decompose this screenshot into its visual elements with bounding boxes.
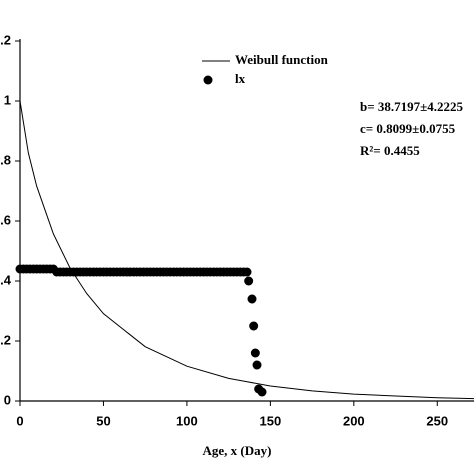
legend-label: lx xyxy=(235,71,246,86)
lx-point xyxy=(244,276,254,286)
y-tick-label: 0 xyxy=(4,392,11,407)
legend-label: Weibull function xyxy=(235,52,329,67)
x-tick-label: 50 xyxy=(96,413,110,428)
y-tick-label: 1.2 xyxy=(0,32,11,47)
y-tick-label: 1 xyxy=(4,92,11,107)
y-tick-label: 0.8 xyxy=(0,152,11,167)
y-tick-label: 0.4 xyxy=(0,272,12,287)
x-axis-label: Age, x (Day) xyxy=(203,443,272,458)
x-tick-label: 150 xyxy=(260,413,282,428)
lx-point xyxy=(242,267,252,277)
annotation: c= 0.8099±0.0755 xyxy=(360,121,456,136)
x-tick-label: 100 xyxy=(176,413,198,428)
annotation: R²= 0.4455 xyxy=(360,143,420,158)
lx-point xyxy=(249,321,259,331)
annotation: b= 38.7197±4.2225 xyxy=(360,99,464,114)
x-tick-label: 0 xyxy=(16,413,23,428)
x-tick-label: 250 xyxy=(426,413,448,428)
lx-point xyxy=(257,387,267,397)
weibull-curve xyxy=(19,100,474,400)
y-tick-label: 0.6 xyxy=(0,212,11,227)
legend-marker xyxy=(203,75,213,85)
lx-point xyxy=(250,348,260,358)
x-tick-label: 200 xyxy=(343,413,365,428)
y-tick-label: 0.2 xyxy=(0,332,11,347)
lx-point xyxy=(247,294,257,304)
lx-point xyxy=(252,360,262,370)
